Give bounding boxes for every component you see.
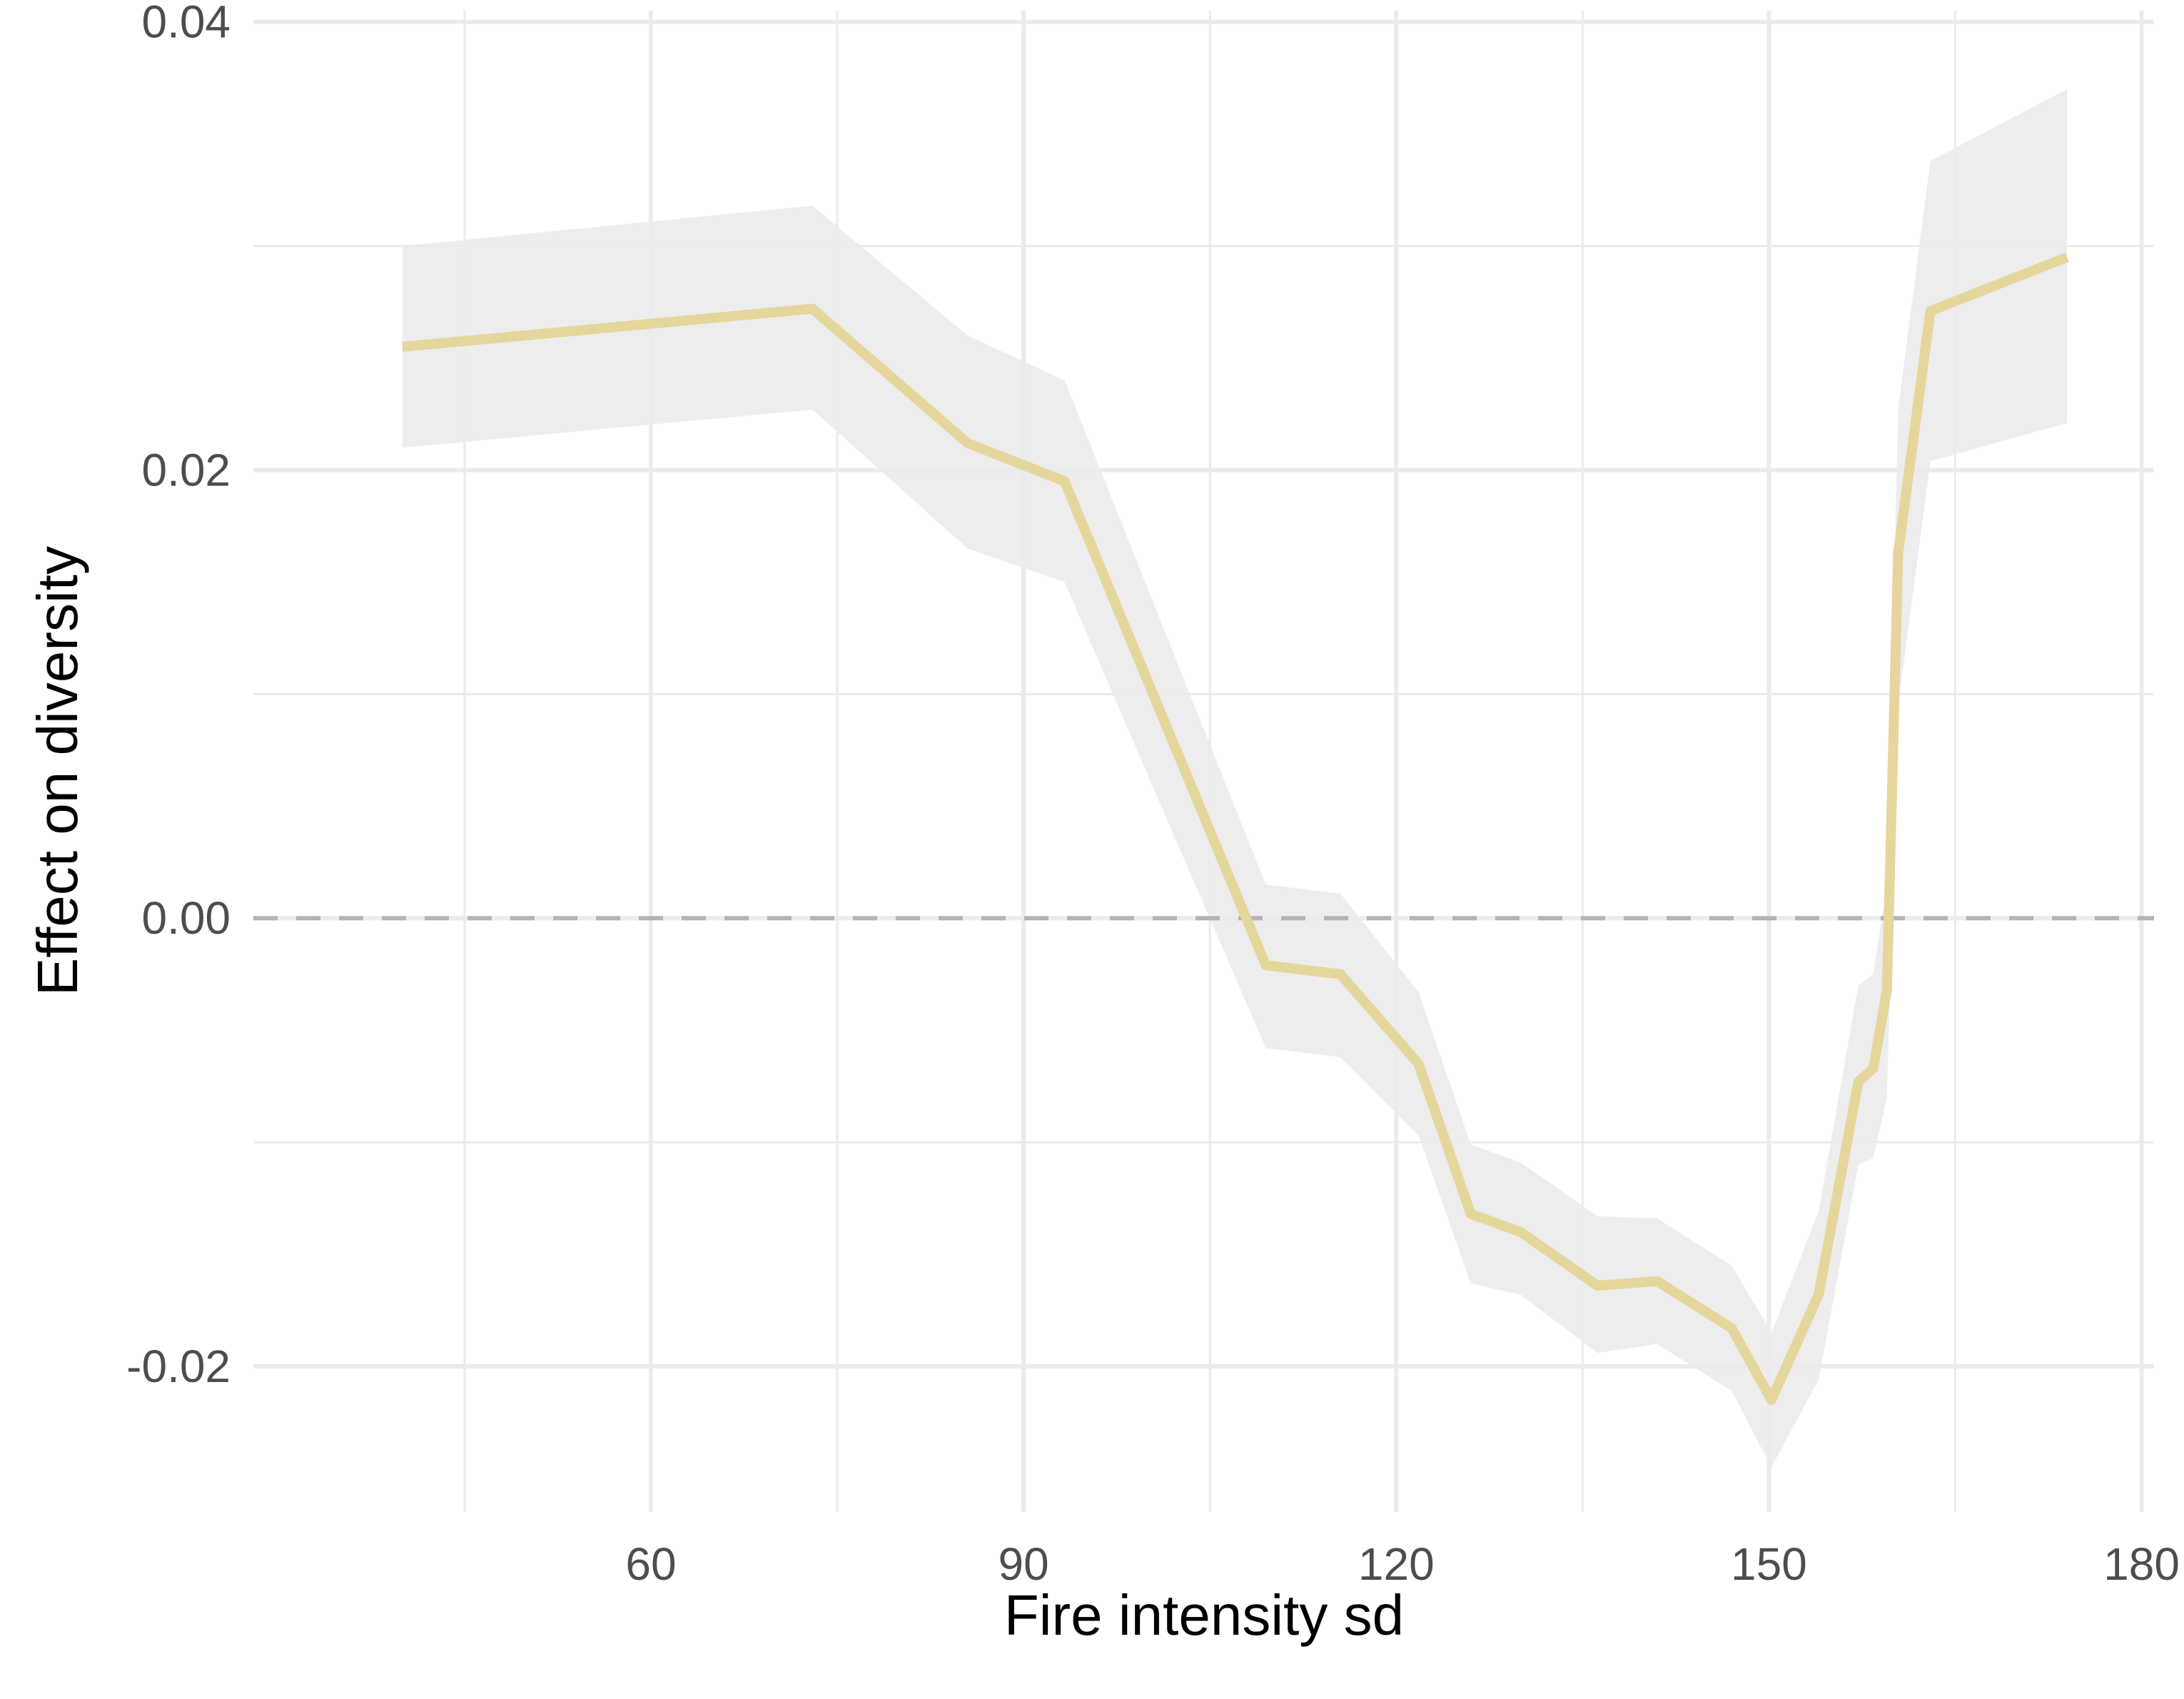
y-tick-label: 0.04 — [141, 0, 231, 48]
x-tick-label: 180 — [2103, 1538, 2180, 1590]
x-tick-label: 120 — [1358, 1538, 1435, 1590]
y-tick-label: -0.02 — [126, 1341, 231, 1392]
y-tick-label: 0.02 — [141, 444, 231, 495]
x-tick-label: 60 — [625, 1538, 676, 1590]
y-axis-title: Effect on diversity — [26, 546, 89, 996]
x-tick-label: 90 — [999, 1538, 1049, 1590]
y-tick-label: 0.00 — [141, 892, 231, 944]
grid — [253, 11, 2154, 1512]
series-group — [402, 252, 2069, 1406]
x-axis-title: Fire intensity sd — [1004, 1583, 1404, 1647]
y-tick-labels: -0.02 0.00 0.02 0.04 — [126, 0, 231, 1392]
x-tick-labels: 60 90 120 150 180 — [625, 1538, 2180, 1590]
effect-line — [402, 252, 2069, 1406]
x-tick-label: 150 — [1731, 1538, 1807, 1590]
